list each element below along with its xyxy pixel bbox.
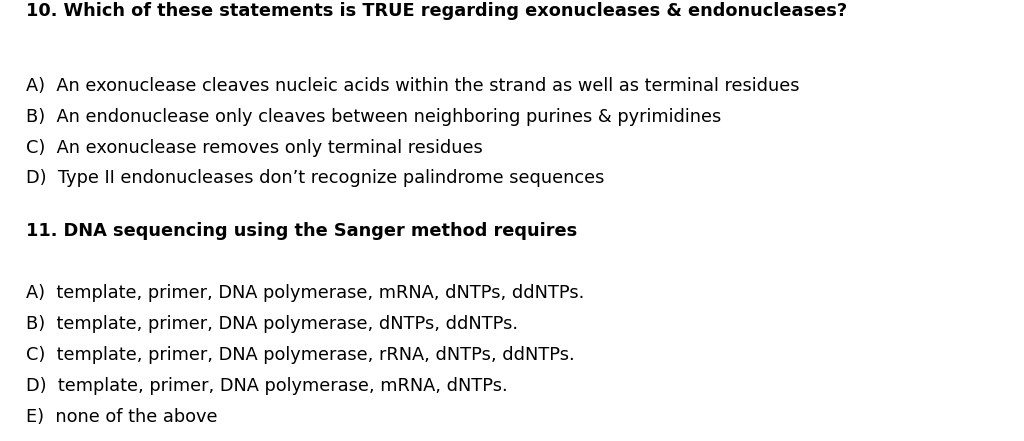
Text: 11. DNA sequencing using the Sanger method requires: 11. DNA sequencing using the Sanger meth… — [26, 222, 577, 240]
Text: A)  template, primer, DNA polymerase, mRNA, dNTPs, ddNTPs.: A) template, primer, DNA polymerase, mRN… — [26, 284, 584, 302]
Text: 10. Which of these statements is TRUE regarding exonucleases & endonucleases?: 10. Which of these statements is TRUE re… — [26, 2, 847, 20]
Text: D)  template, primer, DNA polymerase, mRNA, dNTPs.: D) template, primer, DNA polymerase, mRN… — [26, 377, 507, 395]
Text: C)  An exonuclease removes only terminal residues: C) An exonuclease removes only terminal … — [26, 138, 482, 157]
Text: C)  template, primer, DNA polymerase, rRNA, dNTPs, ddNTPs.: C) template, primer, DNA polymerase, rRN… — [26, 346, 574, 364]
Text: E)  none of the above: E) none of the above — [26, 407, 217, 426]
Text: D)  Type II endonucleases don’t recognize palindrome sequences: D) Type II endonucleases don’t recognize… — [26, 169, 604, 187]
Text: A)  An exonuclease cleaves nucleic acids within the strand as well as terminal r: A) An exonuclease cleaves nucleic acids … — [26, 77, 799, 95]
Text: B)  template, primer, DNA polymerase, dNTPs, ddNTPs.: B) template, primer, DNA polymerase, dNT… — [26, 315, 517, 333]
Text: B)  An endonuclease only cleaves between neighboring purines & pyrimidines: B) An endonuclease only cleaves between … — [26, 108, 721, 126]
